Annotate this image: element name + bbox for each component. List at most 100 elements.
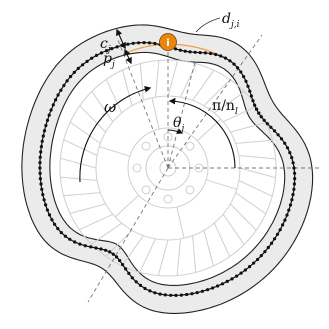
trajectory-point (292, 182, 296, 186)
trajectory-point (45, 208, 50, 212)
gear-blade (238, 155, 276, 160)
trajectory-point (41, 193, 45, 197)
trajectory-point (195, 291, 199, 295)
trajectory-point (72, 70, 76, 74)
label-d-sub: j,i (229, 20, 240, 30)
trajectory-point (63, 234, 67, 238)
gear-blade (222, 105, 257, 123)
trajectory-point (142, 41, 146, 45)
trajectory-point (76, 66, 80, 70)
trajectory-point (51, 103, 55, 107)
trajectory-point (273, 237, 277, 241)
trajectory-point (39, 182, 43, 186)
trajectory-point (38, 177, 43, 181)
trajectory-point (211, 286, 215, 290)
label-angle-main: π/n (212, 98, 235, 114)
gear-spoke (151, 97, 160, 130)
trajectory-point (265, 122, 269, 126)
trajectory-point (206, 288, 210, 292)
trajectory-point (214, 52, 218, 57)
trajectory-point (223, 56, 228, 60)
trajectory-point (94, 246, 98, 250)
gear-blade (157, 239, 169, 276)
trajectory-point (105, 49, 109, 53)
trajectory-point (185, 292, 189, 297)
trajectory-point (293, 177, 297, 181)
gear-blade (121, 235, 144, 267)
gear-blade (230, 122, 267, 133)
radial-line-upper-right (167, 34, 263, 169)
gear-bolt-hole (132, 163, 142, 173)
gear-blade (69, 121, 101, 144)
trajectory-point (200, 289, 204, 293)
p-dimension-arrow (124, 48, 132, 65)
label-p-sub: j (110, 60, 115, 70)
gear-blade (63, 139, 98, 156)
label-d: dj,i (222, 11, 240, 30)
gear-spoke (99, 146, 130, 157)
trajectory-point (290, 156, 294, 160)
label-omega: ω (104, 98, 116, 116)
trajectory-point (262, 118, 266, 122)
trajectory-point (39, 145, 44, 149)
trajectory-point (138, 283, 143, 287)
gear-bolt-hole (163, 194, 173, 204)
trajectory-point (59, 88, 63, 92)
marker-index: i (166, 38, 169, 49)
label-theta: θj (173, 115, 184, 134)
trajectory-point (203, 51, 207, 55)
trajectory-point (85, 59, 89, 64)
trajectory-point (178, 48, 182, 52)
gear-blade (235, 192, 267, 215)
trajectory-point (94, 53, 99, 58)
trajectory-point (131, 41, 135, 45)
gear-blade (60, 176, 98, 181)
trajectory-point (270, 241, 274, 245)
trajectory-point (287, 208, 291, 212)
trajectory-point (40, 139, 44, 143)
gear-blade (79, 105, 106, 133)
trajectory-point (244, 79, 248, 83)
trajectory-point (254, 107, 259, 111)
sample-point-marker: i (159, 33, 177, 51)
gear-hub-ring (127, 127, 209, 209)
trajectory-point (179, 293, 183, 297)
trajectory-point (42, 198, 46, 202)
trajectory-point (44, 123, 48, 128)
trajectory-point (283, 218, 287, 222)
trajectory-point (216, 284, 220, 288)
trajectory-point (251, 99, 255, 103)
trajectory-point (163, 293, 167, 297)
trajectory-point (143, 286, 147, 291)
trajectory-point (292, 166, 296, 170)
trajectory-point (272, 129, 277, 133)
trajectory-point (47, 213, 52, 217)
trajectory-point (279, 137, 284, 141)
trajectory-point (232, 62, 236, 66)
gear-blade (230, 203, 257, 231)
gear-bolt-hole (185, 185, 195, 195)
gear-blade (69, 203, 106, 214)
trajectory-point (249, 94, 253, 98)
trajectory-point (40, 187, 44, 191)
gear-blade (180, 63, 197, 98)
gear-spoke (206, 179, 237, 190)
marker-circle (159, 33, 177, 51)
gear-blade (214, 91, 245, 114)
trajectory-point (44, 203, 48, 207)
trajectory-point (174, 293, 178, 297)
trajectory-point (78, 242, 82, 246)
trajectory-point (134, 280, 138, 284)
trajectory-point (108, 250, 112, 254)
trajectory-point (248, 265, 252, 269)
gear-blade (91, 91, 114, 122)
trajectory-point (38, 161, 42, 165)
trajectory-point (38, 171, 42, 175)
gear-spoke (176, 206, 185, 239)
trajectory-point (235, 274, 239, 278)
gear-blade (139, 238, 156, 273)
trajectory-point (148, 289, 152, 293)
trajectory-point (285, 213, 289, 217)
gear-blade (239, 167, 276, 179)
trajectory-point (169, 293, 173, 297)
